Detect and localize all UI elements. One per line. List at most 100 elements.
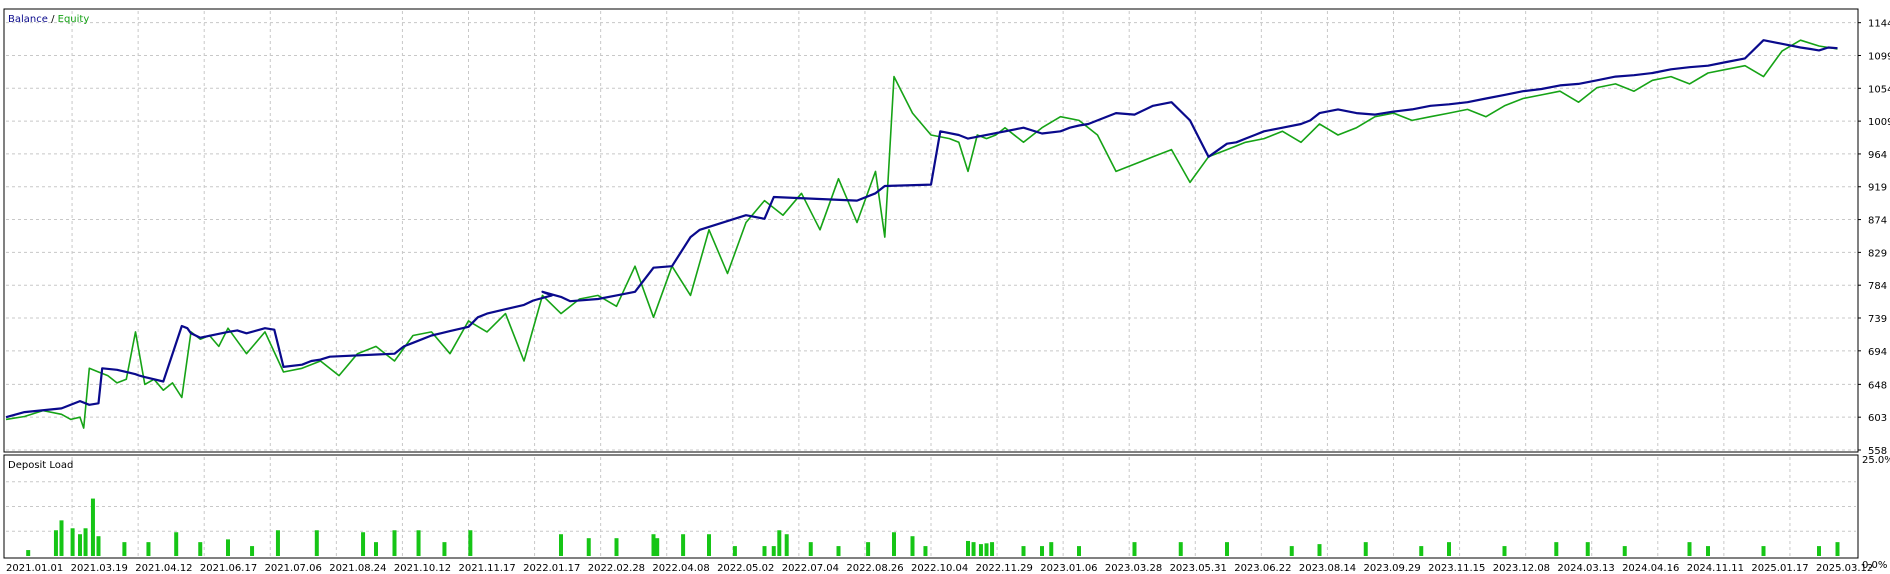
deposit-load-bar (1317, 544, 1322, 556)
legend-equity-label: Equity (58, 14, 90, 25)
x-tick-label: 2023.01.06 (1040, 563, 1097, 574)
deposit-load-bar (1040, 546, 1044, 556)
x-tick-label: 2022.04.08 (652, 563, 709, 574)
y-tick-label: 603 (1868, 413, 1887, 424)
y-tick-label: 964 (1868, 150, 1887, 161)
deposit-load-bar (614, 538, 619, 556)
deposit-load-bar (442, 542, 447, 556)
balance-chart-series (5, 39, 1838, 429)
y-tick-label: 1054 (1868, 84, 1890, 95)
x-tick-label: 2021.11.17 (459, 563, 516, 574)
deposit-load-bar (984, 543, 989, 556)
deposit-load-bar (1363, 542, 1368, 556)
deposit-load-bar (26, 550, 31, 556)
y-tick-label: 739 (1868, 314, 1887, 325)
deposit-load-bar (1049, 542, 1054, 556)
y-tick-label: 829 (1868, 248, 1887, 259)
deposit-load-bar (923, 546, 928, 556)
y-tick-label: 874 (1868, 216, 1887, 227)
x-tick-label: 2025.01.17 (1751, 563, 1808, 574)
deposit-load-bar (83, 528, 88, 556)
x-tick-label: 2023.11.15 (1428, 563, 1485, 574)
x-tick-label: 2024.03.13 (1557, 563, 1614, 574)
legend-balance-label: Balance (8, 14, 48, 25)
deposit-load-y-max: 25.0% (1862, 455, 1890, 466)
y-tick-label: 784 (1868, 281, 1887, 292)
deposit-load-bar (1817, 546, 1821, 556)
deposit-load-bar (416, 530, 421, 556)
x-tick-label: 2021.07.06 (265, 563, 322, 574)
deposit-load-bar (1706, 546, 1710, 556)
x-tick-label: 2023.08.14 (1299, 563, 1356, 574)
deposit-load-bar (1178, 542, 1183, 556)
deposit-load-bar (78, 534, 82, 556)
deposit-load-bar (361, 532, 366, 556)
legend: Balance / Equity (8, 14, 89, 25)
deposit-load-bar (559, 534, 563, 556)
deposit-load-bar (707, 534, 711, 556)
deposit-load-bar (1289, 546, 1294, 556)
deposit-load-bar (392, 530, 397, 556)
x-tick-label: 2021.06.17 (200, 563, 257, 574)
x-axis-labels: 2021.01.01 2021.03.19 2021.04.12 2021.06.17… (6, 563, 1873, 574)
x-tick-label: 2021.08.24 (329, 563, 386, 574)
x-tick-label: 2021.03.19 (71, 563, 128, 574)
y-tick-label: 919 (1868, 183, 1887, 194)
deposit-load-bar (1077, 546, 1081, 556)
deposit-load-bar (174, 532, 179, 556)
x-tick-label: 2023.09.29 (1364, 563, 1421, 574)
deposit-load-grid (6, 457, 1856, 556)
x-tick-label: 2022.01.17 (523, 563, 580, 574)
x-tick-label: 2023.06.22 (1234, 563, 1291, 574)
deposit-load-bar (651, 534, 656, 556)
deposit-load-bar (990, 542, 995, 556)
deposit-load-bar (971, 542, 976, 556)
x-tick-label: 2022.05.02 (717, 563, 774, 574)
deposit-load-bar (966, 540, 970, 556)
y-tick-label: 694 (1868, 347, 1887, 358)
deposit-load-bar (1225, 542, 1229, 556)
deposit-load-bar (122, 542, 127, 556)
x-tick-label: 2024.04.16 (1622, 563, 1679, 574)
deposit-load-bar (314, 530, 319, 556)
balance-chart-grid (6, 11, 1856, 451)
balance-series-line (5, 39, 1838, 419)
x-tick-label: 2021.01.01 (6, 563, 63, 574)
deposit-load-bar (1447, 542, 1451, 556)
deposit-load-bar (586, 538, 591, 556)
deposit-load-bar (1622, 546, 1627, 556)
x-tick-label: 2022.02.28 (588, 563, 645, 574)
deposit-load-bar (1554, 542, 1559, 556)
deposit-load-bar (468, 530, 473, 556)
deposit-load-bar (59, 520, 64, 556)
x-tick-label: 2022.07.04 (782, 563, 839, 574)
deposit-load-bar (771, 546, 776, 556)
deposit-load-bar (978, 544, 983, 556)
x-tick-label: 2023.12.08 (1493, 563, 1550, 574)
deposit-load-bar (250, 546, 255, 556)
y-tick-label: 1099 (1868, 51, 1890, 62)
deposit-load-bar (1021, 546, 1026, 556)
deposit-load-bar (226, 539, 230, 556)
deposit-load-bar (866, 542, 871, 556)
deposit-load-bar (655, 538, 660, 556)
deposit-load-bar (681, 534, 686, 556)
deposit-load-bar (275, 530, 280, 556)
deposit-load-bar (1502, 546, 1507, 556)
deposit-load-bar (732, 546, 737, 556)
equity-series-line (5, 39, 1838, 429)
x-tick-label: 2023.05.31 (1170, 563, 1227, 574)
deposit-load-y-min: 0.0% (1862, 560, 1887, 571)
deposit-load-bars (26, 498, 1840, 556)
y-tick-label: 1144 (1868, 19, 1890, 30)
deposit-load-bar (374, 542, 378, 556)
deposit-load-bar (198, 542, 203, 556)
deposit-load-bar (53, 530, 58, 556)
deposit-load-bar (146, 542, 151, 556)
deposit-load-title: Deposit Load (8, 460, 73, 471)
deposit-load-bar (1761, 546, 1766, 556)
x-tick-label: 2022.11.29 (976, 563, 1033, 574)
deposit-load-bar (1419, 546, 1424, 556)
